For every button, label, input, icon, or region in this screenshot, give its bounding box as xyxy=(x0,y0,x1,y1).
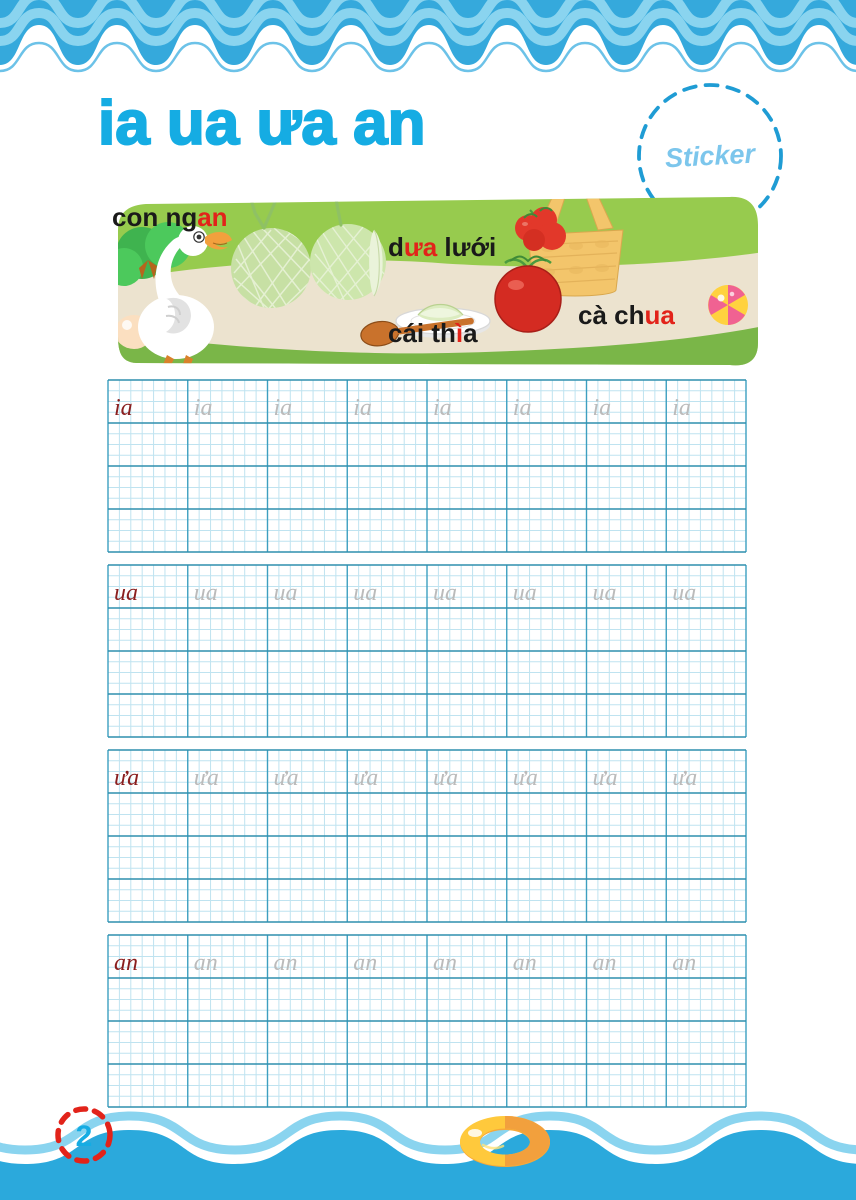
svg-text:2: 2 xyxy=(76,1120,93,1153)
